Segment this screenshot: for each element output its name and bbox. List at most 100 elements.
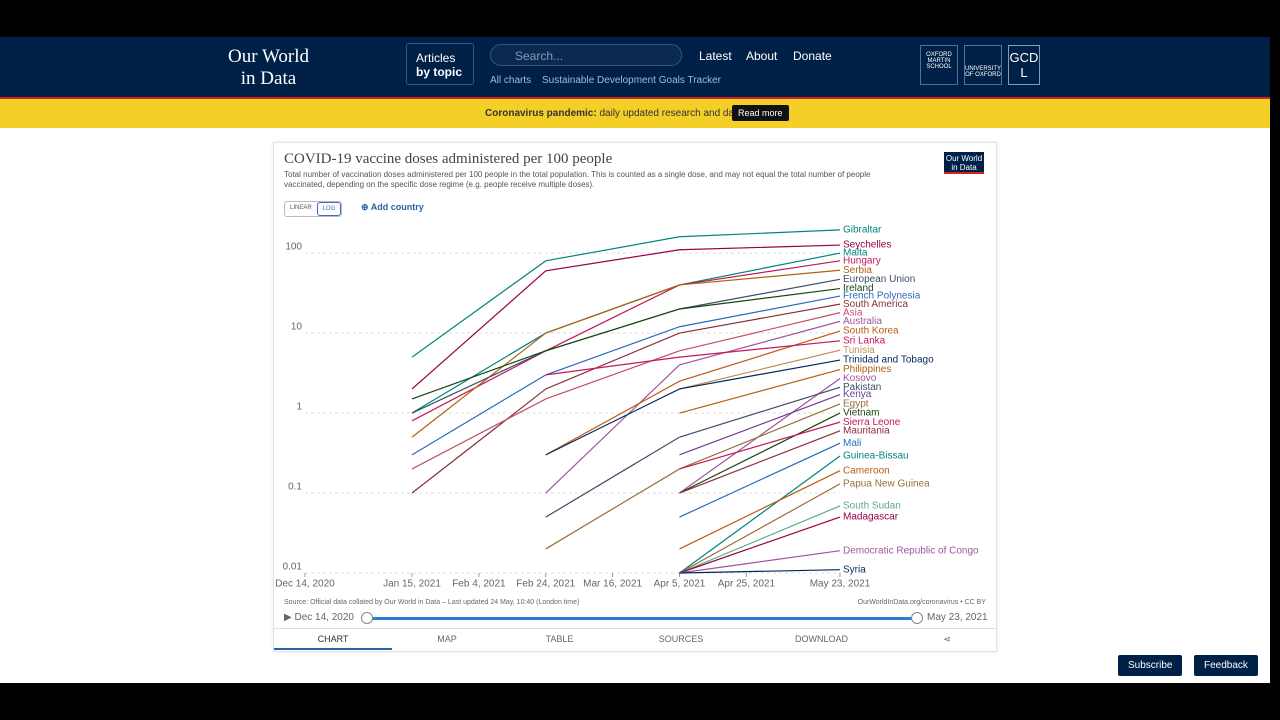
series-line [411,303,841,494]
series-line [545,386,841,518]
series-label: Malta [843,248,868,259]
subscribe-button[interactable]: Subscribe [1118,655,1183,676]
tab[interactable]: MAP [437,634,457,644]
partner-logo[interactable]: OXFORD MARTIN SCHOOL [920,45,958,85]
scale-toggle: LINEAR LOG [284,201,343,217]
series-line [545,320,841,494]
read-more-button[interactable]: Read more [732,105,789,121]
x-tick-label: Dec 14, 2020 [275,579,335,590]
series-label: Cameroon [843,465,890,476]
series-line [545,340,841,376]
series-label: French Polynesia [843,291,921,302]
series-line [679,483,841,574]
add-country[interactable]: ⊕ Add country [361,202,424,212]
x-tick-label: May 23, 2021 [810,579,871,590]
sub-nav-link[interactable]: All charts [490,75,532,86]
nav-link[interactable]: About [746,49,778,63]
tab-divider [274,628,996,629]
series-label: Vietnam [843,408,880,419]
series-line [679,421,841,470]
y-tick-label: 0.01 [283,562,303,573]
timeline-start: ▶ Dec 14, 2020 [284,612,354,623]
timeline-track[interactable] [366,617,916,620]
nav-link[interactable]: Donate [793,49,832,63]
scale-option[interactable]: LOG [316,202,342,216]
page: Our World in Data Articles by topic Sear… [0,37,1270,683]
series-label: Guinea-Bissau [843,451,909,462]
feedback-button[interactable]: Feedback [1194,655,1258,676]
banner: Coronavirus pandemic: daily updated rese… [0,99,1270,128]
logo-text: in Data [951,163,977,172]
menu-text: by topic [416,65,463,79]
x-tick-label: Apr 5, 2021 [654,579,706,590]
search-placeholder: Search... [515,49,564,63]
timeline-start-text: Dec 14, 2020 [294,612,354,623]
series-line [679,412,841,494]
sub-nav-link[interactable]: Sustainable Development Goals Tracker [542,75,721,86]
x-tick-label: Mar 16, 2021 [583,579,642,590]
series-label: Madagascar [843,512,899,523]
partner-logo[interactable]: UNIVERSITY OF OXFORD [964,45,1002,85]
timeline-handle[interactable] [911,612,923,624]
source-note: Source: Official data collated by Our Wo… [284,599,580,606]
series-label: Philippines [843,364,891,375]
series-line [679,378,841,494]
series-label: Tunisia [843,345,875,356]
series-label: Ireland [843,283,874,294]
y-tick-label: 100 [285,242,302,253]
logo-text: Our World [228,46,309,67]
series-label: Serbia [843,265,872,276]
logo[interactable]: Our World in Data [228,46,309,90]
series-label: Trinidad and Tobago [843,355,934,366]
articles-menu[interactable]: Articles by topic [406,43,474,85]
credit: OurWorldInData.org/coronavirus • CC BY [857,599,986,606]
banner-text: Coronavirus pandemic: daily updated rese… [485,108,745,119]
x-tick-label: Apr 25, 2021 [718,579,776,590]
tab[interactable]: ⋖ [943,634,951,644]
y-tick-label: 0.1 [288,482,302,493]
series-line [679,505,841,574]
search-box[interactable]: Search... [490,44,682,66]
series-label: Syria [843,564,866,575]
series-label: Asia [843,307,863,318]
series-label: Pakistan [843,382,881,393]
tab[interactable]: TABLE [545,634,574,644]
series-line [545,403,841,550]
x-tick-label: Feb 24, 2021 [516,579,575,590]
series-label: Democratic Republic of Congo [843,545,979,556]
logo-text: Our World [945,154,983,163]
series-label: Papua New Guinea [843,479,930,490]
series-line [411,260,841,422]
series-line [679,470,841,550]
tab[interactable]: DOWNLOAD [794,634,848,644]
series-line [679,394,841,456]
banner-text: daily updated research and data. [599,108,746,119]
tab[interactable]: SOURCES [658,634,704,644]
nav-link[interactable]: Latest [699,49,732,63]
series-line [679,550,841,574]
timeline-handle[interactable] [361,612,373,624]
series-line [411,269,841,438]
header: Our World in Data Articles by topic Sear… [0,37,1270,99]
series-line [679,455,841,574]
series-label: Mali [843,438,861,449]
chart-card: COVID-19 vaccine doses administered per … [273,142,997,652]
series-line [679,349,841,390]
tab[interactable]: CHART [274,634,392,650]
series-label: South Korea [843,326,899,337]
series-line [545,359,841,456]
scale-option[interactable]: LINEAR [290,205,312,211]
partner-logo[interactable]: GCDL [1008,45,1040,85]
series-line [411,295,841,456]
series-label: South America [843,299,908,310]
series-label: Egypt [843,399,869,410]
series-label: South Sudan [843,501,901,512]
series-line [679,430,841,494]
series-line [679,368,841,414]
series-label: Hungary [843,255,881,266]
series-line [411,287,841,400]
series-label: Kenya [843,389,872,400]
series-line [679,516,841,574]
